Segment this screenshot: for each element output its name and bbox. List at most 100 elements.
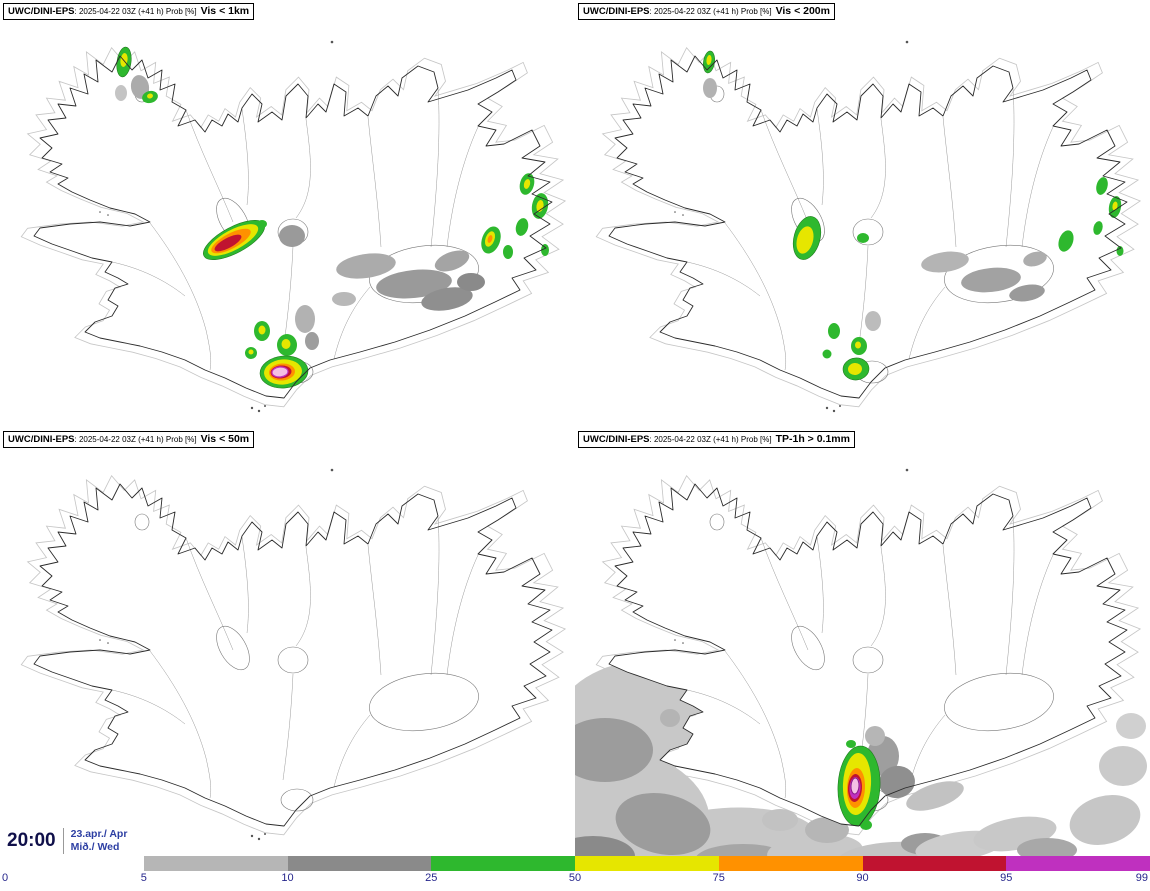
probability-blob [1017,838,1077,856]
parameter-label: Vis < 200m [775,5,830,17]
probability-blob [805,817,849,843]
colorbar-segment [0,856,144,871]
coastline [608,55,1128,399]
probability-blob [1116,713,1146,739]
probability-blob [147,93,153,99]
model-name: UWC/DINI-EPS [583,434,650,445]
probability-blob [1099,746,1147,786]
colorbar-segment [431,856,575,871]
probability-blob [305,332,319,350]
map-panel-vis-1km: UWC/DINI-EPS: 2025-04-22 03Z (+41 h) Pro… [0,0,575,428]
probability-blob [660,709,680,727]
parameter-label: Vis < 1km [200,5,250,17]
probability-blob [1093,221,1103,235]
probability-blob [575,836,635,856]
probability-blob [541,244,549,256]
probability-blob [523,179,531,189]
probability-blob [487,235,493,243]
probability-blob [696,844,790,856]
probability-blob [855,341,861,349]
probability-blob [1116,246,1124,256]
iceland-map [0,428,575,856]
probability-blob [1069,795,1141,845]
probability-blob [271,366,289,378]
colorbar-segment [1006,856,1150,871]
probability-blob [857,233,869,243]
probability-blob [822,349,832,359]
probability-blob [115,85,127,101]
run-info: : 2025-04-22 03Z (+41 h) Prob [%] [649,7,772,16]
parameter-label: Vis < 50m [200,433,250,445]
colorbar-tick: 50 [568,872,582,884]
probability-blob [130,75,150,99]
colorbar-tick: 95 [1000,872,1013,884]
probability-shading-ocean [575,661,1147,856]
valid-date-line1: 23.apr./ Apr [70,827,128,840]
colorbar-segment [143,856,288,871]
coastline [33,483,553,827]
colorbar-tick: 5 [140,872,147,884]
panel-title: UWC/DINI-EPS: 2025-04-22 03Z (+41 h) Pro… [578,431,855,448]
probability-blob [1058,230,1074,252]
probability-shading [703,50,1124,381]
probability-blob [865,311,881,331]
probability-blob [796,226,814,254]
probability-blob [860,820,872,830]
iceland-map [575,428,1147,856]
probability-blob [848,362,862,376]
probability-blob [214,234,242,252]
probability-blob [457,273,485,291]
probability-blob [865,726,885,746]
colorbar-tick: 99 [1135,872,1148,884]
probability-blob [376,269,452,299]
probability-blob [846,740,856,748]
probability-blob [906,781,964,811]
colorbar-tick: 90 [856,872,869,884]
model-name: UWC/DINI-EPS [583,6,650,17]
probability-blob [1009,284,1045,302]
probability-blob [1023,251,1047,267]
colorbar-ticks: 0 5 10 25 50 75 90 95 99 [0,871,1150,889]
colorbar-tick: 25 [425,872,438,884]
probability-blob [1096,177,1108,195]
valid-date-line2: Mið./ Wed [70,840,120,853]
probability-blob [336,253,396,279]
probability-blob [248,349,254,355]
probability-blob [762,809,798,831]
panel-grid: UWC/DINI-EPS: 2025-04-22 03Z (+41 h) Pro… [0,0,1150,856]
panel-title: UWC/DINI-EPS: 2025-04-22 03Z (+41 h) Pro… [3,431,255,448]
probability-blob [257,220,267,228]
probability-blob [421,287,473,311]
probability-blob [575,718,653,782]
probability-blob [281,339,291,349]
map-panel-precip: UWC/DINI-EPS: 2025-04-22 03Z (+41 h) Pro… [575,428,1150,856]
panel-title: UWC/DINI-EPS: 2025-04-22 03Z (+41 h) Pro… [3,3,255,20]
iceland-map [0,0,575,428]
valid-time-block: 20:00 23.apr./ Apr Mið./ Wed [5,826,136,855]
probability-blob [503,245,513,259]
panel-title: UWC/DINI-EPS: 2025-04-22 03Z (+41 h) Pro… [578,3,835,20]
probability-shading [837,726,964,830]
run-info: : 2025-04-22 03Z (+41 h) Prob [%] [649,435,772,444]
probability-blob [767,833,863,856]
probability-blob [1112,201,1118,211]
probability-blob [434,250,470,272]
probability-blob [961,267,1021,293]
probability-blob [921,251,969,273]
probability-blob [703,78,717,98]
probability-blob [615,793,711,855]
iceland-map [575,0,1150,428]
colorbar-segment [718,856,863,871]
probability-blob [850,777,860,795]
colorbar-tick: 10 [281,872,294,884]
probability-blob [295,305,315,333]
probability-blob [879,765,915,799]
probability-blob [258,325,266,335]
probability-blob [332,292,356,306]
legend-footer: 0 5 10 25 50 75 90 95 99 [0,856,1150,891]
model-name: UWC/DINI-EPS [8,6,75,17]
colorbar-segment [287,856,432,871]
colorbar-tick: 0 [2,872,9,884]
valid-date: 23.apr./ Apr Mið./ Wed [62,827,128,854]
